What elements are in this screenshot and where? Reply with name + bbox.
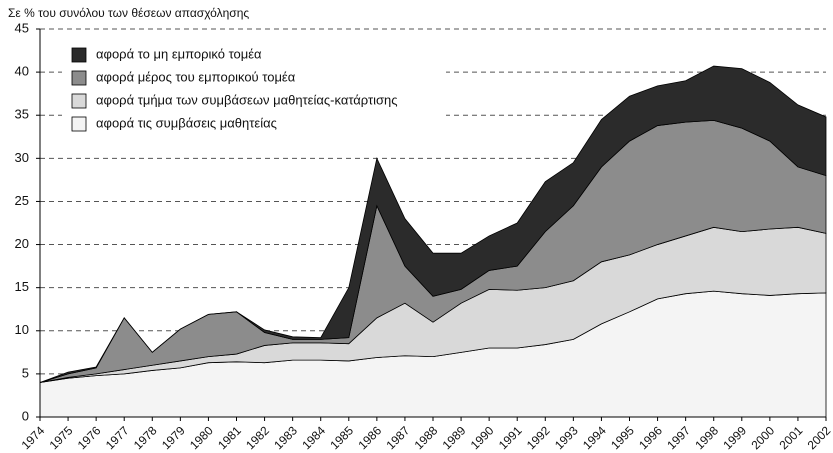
x-tick-label: 1981 [215,423,244,452]
x-tick-label: 1998 [692,423,721,452]
legend-label: αφορά το μη εμπορικό τομέα [96,46,262,61]
y-tick-label: 35 [15,107,29,122]
legend-swatch [71,70,87,86]
x-tick-label: 1982 [243,423,272,452]
x-tick-label: 1979 [159,423,188,452]
x-tick-label: 1974 [19,423,48,452]
y-tick-label: 15 [15,279,29,294]
y-tick-label: 10 [15,322,29,337]
x-tick-label: 2000 [748,423,777,452]
x-tick-label: 1987 [384,423,413,452]
x-tick-label: 1996 [636,423,665,452]
legend-swatch [71,47,87,63]
axis-title: Σε % του συνόλου των θέσεων απασχόλησης [8,6,249,20]
legend-label: αφορά τις συμβάσεις μαθητείας [96,115,277,130]
x-tick-label: 1992 [524,423,553,452]
x-tick-label: 2001 [777,423,806,452]
x-tick-label: 1995 [608,423,637,452]
x-tick-label: 1977 [103,423,132,452]
x-tick-label: 1990 [468,423,497,452]
x-tick-label: 1997 [664,423,693,452]
y-tick-label: 25 [15,193,29,208]
y-tick-label: 40 [15,64,29,79]
x-tick-label: 1994 [580,423,609,452]
legend-swatch [71,116,87,132]
x-tick-label: 1983 [271,423,300,452]
x-tick-label: 1984 [299,423,328,452]
legend-background [62,38,446,148]
y-tick-label: 20 [15,236,29,251]
x-tick-label: 2002 [805,423,833,452]
legend-label: αφορά μέρος του εμπορικού τομέα [96,69,296,84]
x-tick-label: 1993 [552,423,581,452]
x-tick-label: 1989 [440,423,469,452]
y-tick-label: 5 [22,365,29,380]
x-tick-label: 1988 [412,423,441,452]
y-tick-label: 0 [22,408,29,423]
x-tick-label: 1986 [355,423,384,452]
y-tick-label: 30 [15,150,29,165]
x-tick-label: 1980 [187,423,216,452]
y-tick-label: 45 [15,20,29,35]
area [39,65,827,383]
x-tick-label: 1999 [720,423,749,452]
x-tick-label: 1975 [47,423,76,452]
x-tick-label: 1985 [327,423,356,452]
x-tick-label: 1991 [496,423,525,452]
x-tick-label: 1976 [75,423,104,452]
x-tick-label: 1978 [131,423,160,452]
legend-swatch [71,93,87,109]
legend-label: αφορά τμήμα των συμβάσεων μαθητείας-κατά… [96,92,398,107]
